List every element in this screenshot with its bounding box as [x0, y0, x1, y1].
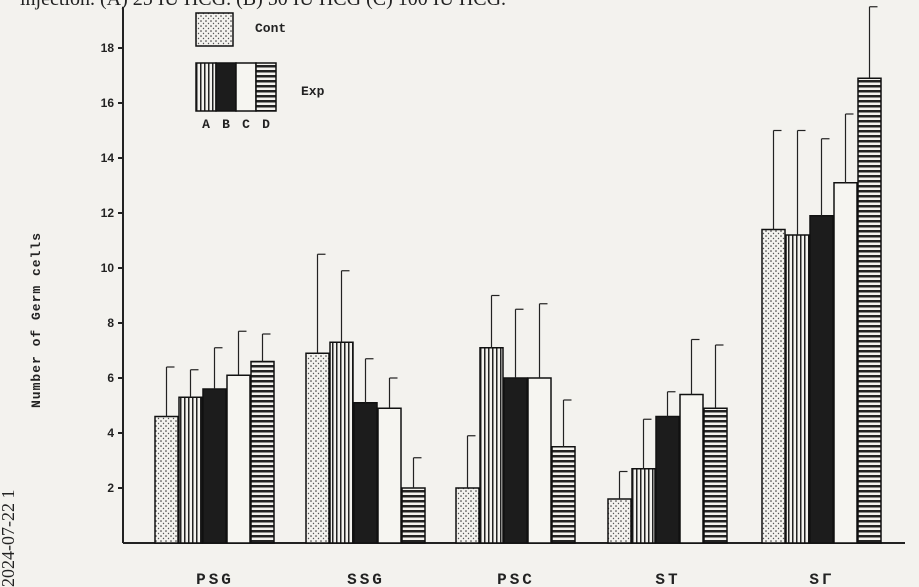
bar-cont	[154, 415, 179, 544]
legend: Cont Exp A B C D	[195, 12, 325, 132]
bar-b	[503, 377, 528, 544]
bar-d	[857, 77, 882, 544]
y-tick-label: 4	[107, 426, 114, 440]
x-category-label: SSG	[347, 571, 385, 587]
side-stamp: 2024-07-22 1	[0, 489, 18, 587]
bar-cont	[305, 352, 330, 544]
legend-swatch-c	[235, 62, 257, 112]
y-tick-label: 16	[101, 96, 115, 110]
x-category-label: PSC	[497, 571, 535, 587]
y-tick-label: 14	[101, 151, 115, 165]
bars: PSG SSG PSC ST SΓ	[154, 6, 882, 587]
bar-c	[833, 182, 858, 544]
legend-letter: D	[262, 117, 270, 132]
bar-d	[401, 487, 426, 544]
x-category-label: PSG	[196, 571, 234, 587]
bar-a	[785, 234, 810, 544]
bar-d	[551, 446, 576, 544]
bar-d	[703, 407, 728, 544]
bar-a	[479, 347, 504, 544]
y-tick-label: 12	[101, 206, 115, 220]
y-tick-label: 2	[107, 481, 114, 495]
bar-a	[329, 341, 354, 544]
x-category-label: ST	[655, 571, 680, 587]
bar-b	[655, 415, 680, 544]
bar-b	[202, 388, 227, 544]
bar-cont	[761, 228, 786, 544]
bar-a	[631, 468, 656, 544]
legend-swatch-d	[255, 62, 277, 112]
bar-b	[809, 215, 834, 544]
legend-swatch-a	[195, 62, 217, 112]
bar-c	[226, 374, 251, 544]
legend-letter: B	[222, 117, 230, 132]
y-axis-title: Number of Germ cells	[29, 232, 44, 408]
legend-letter: A	[202, 117, 210, 132]
bar-c	[527, 377, 552, 544]
y-tick-label: 18	[101, 41, 115, 55]
bar-b	[353, 402, 378, 544]
bar-d	[250, 360, 275, 544]
y-tick-label: 8	[107, 316, 114, 330]
x-category-label: SΓ	[809, 571, 834, 587]
legend-label-exp: Exp	[301, 84, 325, 99]
y-tick-label: 10	[101, 261, 115, 275]
bar-cont	[607, 498, 632, 544]
legend-swatch-cont	[195, 12, 234, 47]
bar-c	[679, 393, 704, 544]
bar-a	[178, 396, 203, 544]
figure-caption: injection. (A) 25 IU HCG. (B) 50 IU HCG …	[20, 0, 506, 11]
y-tick-label: 6	[107, 371, 114, 385]
bar-cont	[455, 487, 480, 544]
legend-label-cont: Cont	[255, 21, 286, 36]
bar-c	[377, 407, 402, 544]
legend-letter: C	[242, 117, 250, 132]
legend-swatch-b	[215, 62, 237, 112]
